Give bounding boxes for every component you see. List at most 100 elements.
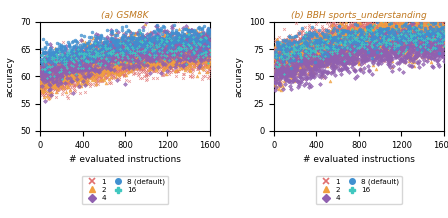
Point bbox=[37, 80, 44, 83]
Point bbox=[121, 61, 129, 64]
Point bbox=[272, 69, 280, 73]
Point bbox=[272, 55, 279, 58]
Point bbox=[401, 20, 408, 24]
Point bbox=[189, 47, 196, 51]
Point bbox=[168, 50, 175, 53]
Point bbox=[196, 57, 203, 60]
Point bbox=[136, 54, 143, 58]
Point bbox=[198, 42, 205, 46]
Point bbox=[124, 64, 131, 68]
Point bbox=[287, 45, 294, 48]
Point bbox=[72, 63, 79, 66]
Point bbox=[324, 53, 332, 57]
Point bbox=[79, 49, 86, 53]
Point bbox=[272, 37, 280, 41]
Point bbox=[388, 22, 395, 26]
Point bbox=[69, 66, 77, 70]
Point bbox=[172, 66, 179, 69]
Point bbox=[65, 71, 73, 74]
Point bbox=[145, 58, 152, 61]
Point bbox=[122, 51, 129, 55]
Point bbox=[63, 68, 70, 72]
Point bbox=[368, 23, 375, 26]
Point bbox=[395, 53, 402, 57]
Point bbox=[280, 61, 287, 65]
Point bbox=[99, 71, 106, 74]
Point bbox=[77, 66, 84, 69]
Point bbox=[107, 54, 114, 57]
Point bbox=[178, 46, 185, 49]
Point bbox=[171, 48, 178, 52]
Point bbox=[405, 49, 413, 52]
Point bbox=[103, 46, 110, 49]
Point bbox=[145, 56, 152, 60]
Point bbox=[311, 26, 318, 30]
Point bbox=[308, 44, 315, 47]
Point bbox=[432, 32, 439, 36]
Point bbox=[174, 54, 181, 58]
Point bbox=[39, 83, 46, 87]
Point bbox=[43, 83, 50, 87]
Point bbox=[182, 53, 190, 57]
Point bbox=[408, 36, 415, 40]
Point bbox=[274, 43, 281, 46]
Point bbox=[119, 45, 126, 49]
Point bbox=[327, 44, 334, 47]
Point bbox=[349, 43, 356, 47]
Point bbox=[384, 41, 391, 45]
Point bbox=[434, 37, 441, 40]
Point bbox=[197, 50, 204, 54]
Point bbox=[321, 34, 328, 37]
Point bbox=[57, 57, 64, 60]
Point bbox=[334, 34, 341, 37]
Point bbox=[37, 71, 44, 74]
Point bbox=[366, 27, 373, 30]
Point bbox=[117, 63, 125, 67]
Point bbox=[165, 58, 172, 61]
Point bbox=[381, 22, 388, 26]
Point bbox=[41, 50, 48, 54]
Point bbox=[433, 18, 440, 21]
Point bbox=[396, 25, 403, 28]
Point bbox=[379, 31, 387, 35]
Point bbox=[136, 56, 143, 60]
Point bbox=[434, 27, 441, 31]
Point bbox=[299, 51, 306, 54]
Point bbox=[40, 81, 47, 84]
Point bbox=[398, 17, 405, 21]
Point bbox=[40, 78, 47, 82]
Point bbox=[388, 26, 395, 29]
Point bbox=[88, 70, 95, 73]
Point bbox=[58, 64, 65, 68]
Point bbox=[196, 46, 203, 50]
Point bbox=[437, 33, 444, 37]
Point bbox=[288, 39, 295, 43]
Point bbox=[406, 27, 413, 31]
Point bbox=[145, 57, 152, 61]
Point bbox=[347, 38, 354, 41]
Point bbox=[75, 61, 82, 64]
Point bbox=[307, 67, 314, 71]
Point bbox=[51, 83, 58, 87]
Point bbox=[332, 44, 340, 48]
Point bbox=[335, 61, 342, 64]
Point bbox=[122, 55, 129, 59]
Point bbox=[379, 27, 386, 31]
Point bbox=[63, 54, 70, 57]
Point bbox=[293, 39, 301, 43]
Point bbox=[414, 40, 421, 44]
Point bbox=[79, 80, 86, 83]
Point bbox=[154, 44, 161, 48]
Point bbox=[308, 49, 315, 53]
Point bbox=[295, 57, 302, 60]
Point bbox=[151, 61, 158, 65]
Point bbox=[387, 61, 394, 64]
Point bbox=[286, 42, 293, 45]
Point bbox=[432, 39, 439, 43]
Point bbox=[408, 34, 415, 37]
Point bbox=[362, 36, 369, 39]
Point bbox=[364, 9, 371, 12]
Point bbox=[108, 63, 116, 67]
Point bbox=[419, 36, 426, 40]
Point bbox=[434, 37, 441, 41]
